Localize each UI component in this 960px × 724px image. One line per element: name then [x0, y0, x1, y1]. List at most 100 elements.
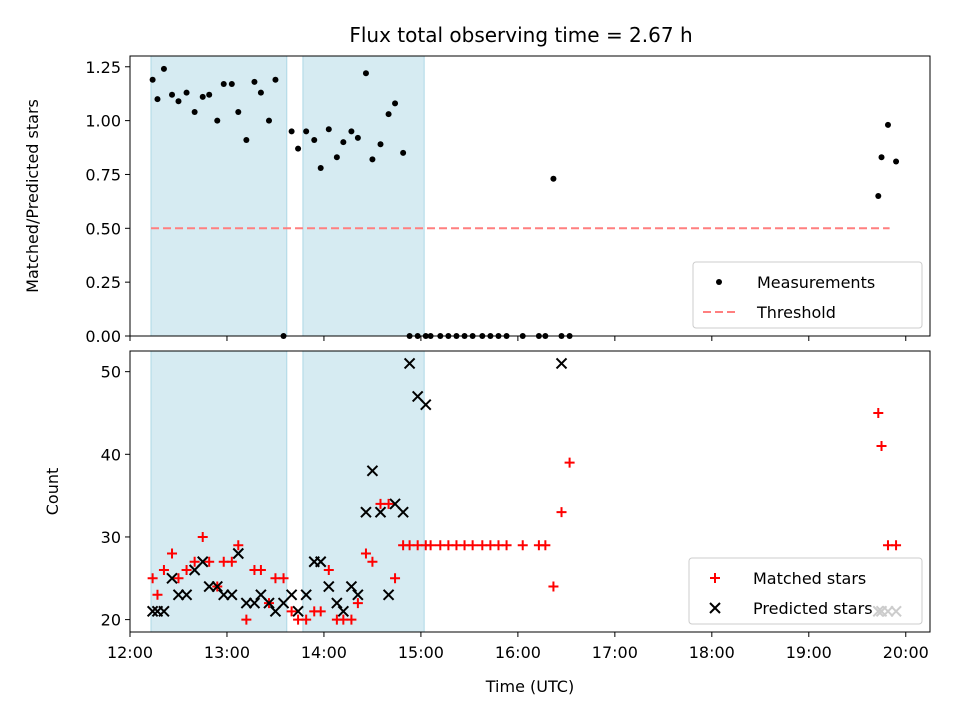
- predicted-star-point: [180, 589, 193, 601]
- matched-star-point: [181, 565, 192, 576]
- predicted-star-point: [314, 556, 327, 568]
- y-tick-label: 1.25: [85, 58, 121, 77]
- predicted-star-point: [374, 506, 387, 518]
- predicted-star-point: [248, 597, 261, 609]
- y-tick-label: 0.00: [85, 327, 121, 346]
- matched-star-point: [241, 614, 252, 625]
- measurement-point: [362, 70, 369, 77]
- measurement-point: [340, 139, 347, 146]
- x-tick-label: 19:00: [786, 643, 832, 662]
- axes-frame-bottom: [129, 350, 931, 633]
- measurement-point: [878, 154, 885, 161]
- measurement-point: [325, 126, 332, 133]
- matched-star-point: [173, 573, 184, 584]
- legend-label: Threshold: [756, 303, 836, 322]
- predicted-star-point: [382, 589, 395, 601]
- measurement-point: [235, 109, 242, 115]
- legend-bottom: Matched stars Predicted stars: [688, 557, 923, 625]
- measurement-point: [288, 128, 295, 135]
- measurement-point: [199, 93, 206, 100]
- chart-title: Flux total observing time = 2.67 h: [349, 23, 692, 47]
- predicted-star-point: [397, 506, 409, 518]
- measurement-point: [154, 96, 161, 103]
- predicted-star-point: [292, 605, 304, 618]
- matched-star-point: [564, 457, 575, 468]
- y-tick-label: 0.25: [85, 273, 121, 292]
- measurement-point: [169, 91, 176, 98]
- predicted-star-point: [420, 399, 432, 411]
- matched-star-point: [467, 540, 478, 551]
- measurement-point: [893, 158, 900, 165]
- shaded-interval-bottom-2: [302, 350, 425, 633]
- predicted-star-point: [232, 547, 244, 560]
- matched-star-point: [346, 614, 357, 625]
- legend-box: [692, 261, 923, 329]
- matched-star-point: [556, 507, 567, 518]
- measurement-point: [295, 145, 302, 152]
- matched-star-point: [197, 531, 208, 542]
- matched-star-point: [278, 573, 289, 584]
- y-axis-label: Matched/Predicted stars: [23, 99, 42, 293]
- x-tick-label: 17:00: [592, 643, 638, 662]
- matched-star-point: [323, 565, 334, 576]
- x-tick-label: 18:00: [689, 643, 735, 662]
- measurement-point: [257, 89, 264, 96]
- measurement-point: [243, 137, 250, 143]
- measurement-point: [160, 65, 167, 72]
- predicted-star-point: [146, 605, 159, 618]
- matched-star-point: [873, 407, 884, 418]
- measurement-point: [400, 149, 407, 156]
- panel-ratio: 0.00 0.25 0.50 0.75 1.00 1.25 Matched/Predicte…: [23, 55, 931, 346]
- matched-star-point: [226, 556, 237, 567]
- measurement-point: [303, 128, 310, 135]
- measurement-point: [220, 81, 227, 87]
- legend-top: Measurements Threshold: [692, 261, 923, 329]
- measurement-point: [272, 76, 279, 83]
- series-matched-stars: [147, 407, 902, 625]
- measurement-point: [333, 154, 340, 161]
- predicted-star-point: [403, 357, 416, 370]
- y-tick-label: 0.50: [85, 219, 121, 238]
- y-tick-label: 30: [101, 528, 121, 547]
- measurement-point: [183, 89, 190, 96]
- predicted-star-point: [158, 605, 170, 618]
- shaded-interval-top-2: [302, 55, 425, 337]
- matched-star-point: [152, 589, 163, 600]
- measurement-point: [251, 78, 258, 85]
- predicted-star-point: [345, 580, 358, 593]
- predicted-star-point: [360, 506, 372, 518]
- measurement-point: [214, 117, 221, 124]
- matched-star-point: [425, 540, 436, 551]
- matched-star-point: [301, 614, 312, 625]
- legend-marker-predicted-stars: [709, 602, 721, 614]
- y-tick-label: 40: [101, 445, 121, 464]
- matched-star-point: [315, 606, 326, 617]
- measurement-point: [377, 141, 384, 148]
- matched-star-point: [147, 573, 158, 584]
- measurement-point: [228, 81, 235, 87]
- matched-star-point: [501, 540, 512, 551]
- matched-star-point: [876, 441, 887, 452]
- series-measurements: [149, 65, 900, 339]
- predicted-star-point: [366, 465, 379, 477]
- x-tick-label: 14:00: [301, 643, 347, 662]
- y-tick-label: 50: [101, 363, 121, 382]
- measurement-point: [175, 98, 182, 105]
- measurement-point: [875, 193, 882, 199]
- matched-star-point: [286, 606, 297, 617]
- matched-star-point: [548, 581, 559, 592]
- predicted-star-point: [337, 605, 350, 618]
- y-tick-label: 1.00: [85, 112, 121, 131]
- predicted-star-point: [263, 597, 275, 609]
- y-tick-label: 0.75: [85, 165, 121, 184]
- measurement-point: [265, 117, 272, 124]
- x-tick-label: 13:00: [204, 643, 250, 662]
- predicted-star-point: [197, 556, 209, 568]
- predicted-star-point: [300, 589, 312, 601]
- y-axis-label: Count: [43, 468, 62, 516]
- x-tick-label: 20:00: [883, 643, 929, 662]
- matched-star-point: [891, 540, 902, 551]
- measurement-point: [191, 109, 198, 115]
